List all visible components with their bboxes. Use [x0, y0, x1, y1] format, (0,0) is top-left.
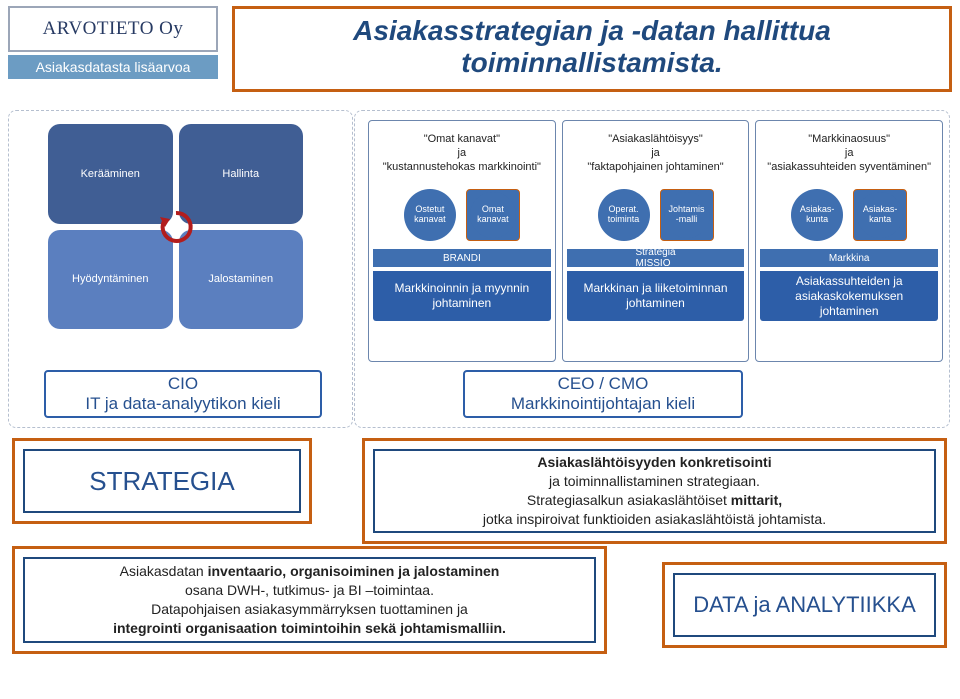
columns: "Omat kanavat"ja"kustannustehokas markki…	[368, 120, 943, 362]
col-business: "Asiakaslähtöisyys"ja"faktapohjainen joh…	[562, 120, 750, 362]
col-marketing: "Omat kanavat"ja"kustannustehokas markki…	[368, 120, 556, 362]
strategia-label: STRATEGIA	[89, 466, 234, 497]
desc-right-l1: Asiakaslähtöisyyden konkretisointi	[537, 454, 771, 470]
box-desc-right: Asiakaslähtöisyyden konkretisointi ja to…	[362, 438, 947, 544]
col-bottom: Markkinoinnin ja myynnin johtaminen	[373, 271, 551, 321]
data-label: DATA ja ANALYTIIKKA	[693, 592, 916, 618]
quad-br: Jalostaminen	[179, 230, 304, 330]
desc-right-l3a: Strategiasalkun asiakaslähtöiset	[527, 492, 731, 508]
box-strategia: STRATEGIA	[12, 438, 312, 524]
role-ceo: CEO / CMO Markkinointijohtajan kieli	[463, 370, 743, 418]
desc-left-l3: Datapohjaisen asiakasymmärryksen tuottam…	[151, 601, 468, 617]
col-circles: Operat.toiminta Johtamis-malli	[598, 189, 714, 241]
col-ground: StrategiaMISSIO	[567, 249, 745, 267]
desc-left-l2: osana DWH-, tutkimus- ja BI –toimintaa.	[185, 582, 434, 598]
company-logo: ARVOTIETO Oy	[8, 6, 218, 52]
desc-right-l4: jotka inspiroivat funktioiden asiakasläh…	[483, 511, 826, 527]
desc-left-l1a: Asiakasdatan	[120, 563, 208, 579]
quad-matrix: Kerääminen Hallinta Hyödyntäminen Jalost…	[48, 124, 303, 329]
circle-johtamis: Johtamis-malli	[660, 189, 714, 241]
quad-tl: Kerääminen	[48, 124, 173, 224]
title-box: Asiakasstrategian ja -datan hallittua to…	[232, 6, 952, 92]
quad-tr: Hallinta	[179, 124, 304, 224]
circle-ostetut: Ostetutkanavat	[404, 189, 456, 241]
col-bottom: Asiakassuhteiden ja asiakaskokemuksen jo…	[760, 271, 938, 321]
col-quote: "Asiakaslähtöisyys"ja"faktapohjainen joh…	[587, 125, 723, 183]
box-data: DATA ja ANALYTIIKKA	[662, 562, 947, 648]
desc-right-l3b: mittarit,	[731, 492, 782, 508]
circle-asiakaskunta: Asiakas-kunta	[791, 189, 843, 241]
circle-operat: Operat.toiminta	[598, 189, 650, 241]
header: ARVOTIETO Oy Asiakasdatasta lisäarvoa As…	[0, 0, 960, 92]
circle-asiakaskanta: Asiakas-kanta	[853, 189, 907, 241]
desc-left-l1b: inventaario, organisoiminen ja jalostami…	[208, 563, 500, 579]
box-desc-left: Asiakasdatan inventaario, organisoiminen…	[12, 546, 607, 654]
role-ceo-line1: CEO / CMO	[558, 374, 649, 394]
col-customer: "Markkinaosuus"ja"asiakassuhteiden syven…	[755, 120, 943, 362]
col-quote: "Omat kanavat"ja"kustannustehokas markki…	[383, 125, 541, 183]
desc-right-l2: ja toiminnallistaminen strategiaan.	[549, 473, 760, 489]
col-ground: Markkina	[760, 249, 938, 267]
col-bottom: Markkinan ja liiketoiminnan johtaminen	[567, 271, 745, 321]
quad-bl: Hyödyntäminen	[48, 230, 173, 330]
role-ceo-line2: Markkinointijohtajan kieli	[511, 394, 695, 414]
circle-omat: Omatkanavat	[466, 189, 520, 241]
col-circles: Ostetutkanavat Omatkanavat	[404, 189, 520, 241]
logo-suffix: Oy	[159, 18, 183, 40]
tagline: Asiakasdatasta lisäarvoa	[8, 55, 218, 79]
col-ground: BRANDI	[373, 249, 551, 267]
role-cio: CIO IT ja data-analyytikon kieli	[44, 370, 322, 418]
col-circles: Asiakas-kunta Asiakas-kanta	[791, 189, 907, 241]
desc-left-l4: integrointi organisaation toimintoihin s…	[113, 620, 506, 636]
logo-block: ARVOTIETO Oy Asiakasdatasta lisäarvoa	[8, 6, 218, 79]
role-cio-line2: IT ja data-analyytikon kieli	[85, 394, 280, 414]
page-title: Asiakasstrategian ja -datan hallittua to…	[353, 15, 831, 78]
diagram-area: Kerääminen Hallinta Hyödyntäminen Jalost…	[8, 110, 952, 428]
col-quote: "Markkinaosuus"ja"asiakassuhteiden syven…	[767, 125, 931, 183]
logo-text: ARVOTIETO	[43, 18, 154, 40]
role-cio-line1: CIO	[168, 374, 198, 394]
strategy-area: STRATEGIA Asiakaslähtöisyyden konkretiso…	[12, 438, 948, 658]
